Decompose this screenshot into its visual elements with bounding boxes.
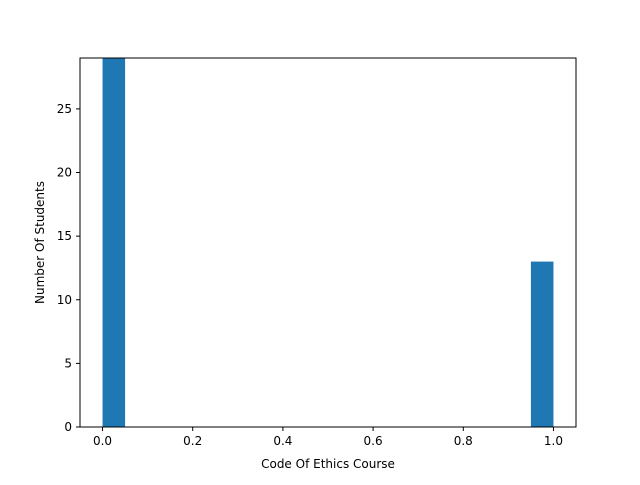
x-tick-label: 0.4 xyxy=(273,434,292,448)
y-axis-label: Number Of Students xyxy=(33,181,47,304)
bars-group xyxy=(102,58,554,427)
x-tick-label: 0.8 xyxy=(454,434,473,448)
histogram-bar-0 xyxy=(102,58,126,427)
x-tick-label: 0.2 xyxy=(183,434,202,448)
y-tick-label: 10 xyxy=(57,293,72,307)
histogram-bar-1 xyxy=(530,261,554,427)
x-tick-label: 0.0 xyxy=(93,434,112,448)
y-tick-label: 0 xyxy=(64,420,72,434)
x-tick-label: 0.6 xyxy=(364,434,383,448)
x-axis-ticks: 0.0 0.2 0.4 0.6 0.8 1.0 xyxy=(93,427,563,448)
x-tick-label: 1.0 xyxy=(544,434,563,448)
y-tick-label: 25 xyxy=(57,102,72,116)
y-axis-ticks: 0 5 10 15 20 25 xyxy=(57,102,80,434)
y-tick-label: 5 xyxy=(64,356,72,370)
x-axis-label: Code Of Ethics Course xyxy=(261,457,395,471)
y-tick-label: 20 xyxy=(57,166,72,180)
plot-frame xyxy=(79,57,577,428)
y-tick-label: 15 xyxy=(57,229,72,243)
